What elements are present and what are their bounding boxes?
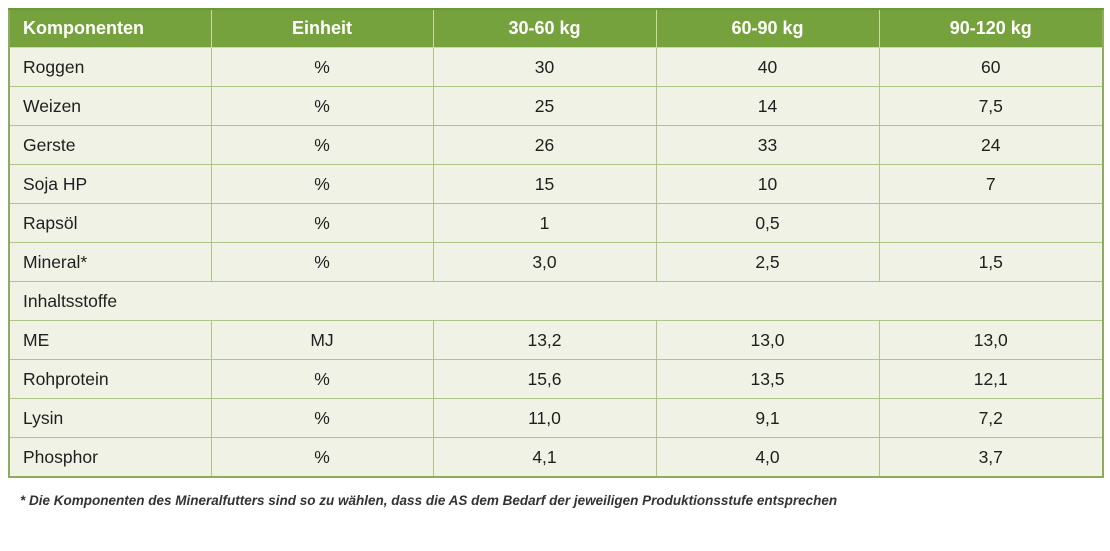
table-body: Roggen% 30 40 60 Weizen% 25 14 7,5 Gerste% 26 33 24… <box>8 47 1104 478</box>
feed-composition-table: Komponenten Einheit 30-60 kg 60-90 kg 90… <box>8 8 1104 478</box>
table-row: Roggen% 30 40 60 <box>8 47 1104 87</box>
table-row: Mineral*% 3,0 2,5 1,5 <box>8 242 1104 282</box>
value-cell: 13,0 <box>655 320 880 360</box>
value-cell: 26 <box>432 125 657 165</box>
component-cell: Lysin <box>8 398 212 438</box>
section-row: Inhaltsstoffe <box>8 281 1104 321</box>
table-row: Phosphor% 4,1 4,0 3,7 <box>8 437 1104 478</box>
unit-cell: % <box>210 242 434 282</box>
table-row: Soja HP% 15 10 7 <box>8 164 1104 204</box>
value-cell: 3,0 <box>432 242 657 282</box>
value-cell: 10 <box>655 164 880 204</box>
component-cell: Soja HP <box>8 164 212 204</box>
value-cell: 13,5 <box>655 359 880 399</box>
table-row: Rohprotein% 15,6 13,5 12,1 <box>8 359 1104 399</box>
value-cell: 2,5 <box>655 242 880 282</box>
footnote: * Die Komponenten des Mineralfutters sin… <box>20 493 838 508</box>
component-cell: Rapsöl <box>8 203 212 243</box>
unit-cell: % <box>210 398 434 438</box>
unit-cell: % <box>210 86 434 126</box>
value-cell: 1,5 <box>878 242 1104 282</box>
value-cell: 25 <box>432 86 657 126</box>
component-cell: Weizen <box>8 86 212 126</box>
table-row: ME MJ 13,2 13,0 13,0 <box>8 320 1104 360</box>
component-cell: Gerste <box>8 125 212 165</box>
value-cell: 40 <box>655 47 880 87</box>
value-cell: 60 <box>878 47 1104 87</box>
table-row: Gerste% 26 33 24 <box>8 125 1104 165</box>
unit-cell: % <box>210 359 434 399</box>
unit-cell: % <box>210 437 434 478</box>
value-cell: 14 <box>655 86 880 126</box>
column-header-30-60kg: 30-60 kg <box>432 8 657 48</box>
component-cell: Mineral* <box>8 242 212 282</box>
value-cell: 4,1 <box>432 437 657 478</box>
unit-cell: % <box>210 125 434 165</box>
table-row: Weizen% 25 14 7,5 <box>8 86 1104 126</box>
component-cell: Phosphor <box>8 437 212 478</box>
value-cell: 3,7 <box>878 437 1104 478</box>
value-cell <box>878 203 1104 243</box>
unit-cell: % <box>210 164 434 204</box>
value-cell: 12,1 <box>878 359 1104 399</box>
value-cell: 15,6 <box>432 359 657 399</box>
value-cell: 7,5 <box>878 86 1104 126</box>
component-cell: Rohprotein <box>8 359 212 399</box>
value-cell: 13,2 <box>432 320 657 360</box>
section-label: Inhaltsstoffe <box>8 281 1104 321</box>
value-cell: 0,5 <box>655 203 880 243</box>
unit-cell: % <box>210 203 434 243</box>
value-cell: 33 <box>655 125 880 165</box>
value-cell: 30 <box>432 47 657 87</box>
unit-cell: % <box>210 47 434 87</box>
value-cell: 15 <box>432 164 657 204</box>
value-cell: 24 <box>878 125 1104 165</box>
value-cell: 9,1 <box>655 398 880 438</box>
column-header-60-90kg: 60-90 kg <box>655 8 880 48</box>
value-cell: 13,0 <box>878 320 1104 360</box>
table-row: Rapsöl% 1 0,5 <box>8 203 1104 243</box>
column-header-90-120kg: 90-120 kg <box>878 8 1104 48</box>
value-cell: 7,2 <box>878 398 1104 438</box>
value-cell: 11,0 <box>432 398 657 438</box>
page: Komponenten Einheit 30-60 kg 60-90 kg 90… <box>8 8 1104 508</box>
value-cell: 4,0 <box>655 437 880 478</box>
table-row: Lysin% 11,0 9,1 7,2 <box>8 398 1104 438</box>
component-cell: ME <box>8 320 212 360</box>
component-cell: Roggen <box>8 47 212 87</box>
column-header-einheit: Einheit <box>210 8 434 48</box>
unit-cell: MJ <box>210 320 434 360</box>
value-cell: 1 <box>432 203 657 243</box>
table-header-row: Komponenten Einheit 30-60 kg 60-90 kg 90… <box>8 8 1104 48</box>
column-header-komponenten: Komponenten <box>8 8 212 48</box>
value-cell: 7 <box>878 164 1104 204</box>
